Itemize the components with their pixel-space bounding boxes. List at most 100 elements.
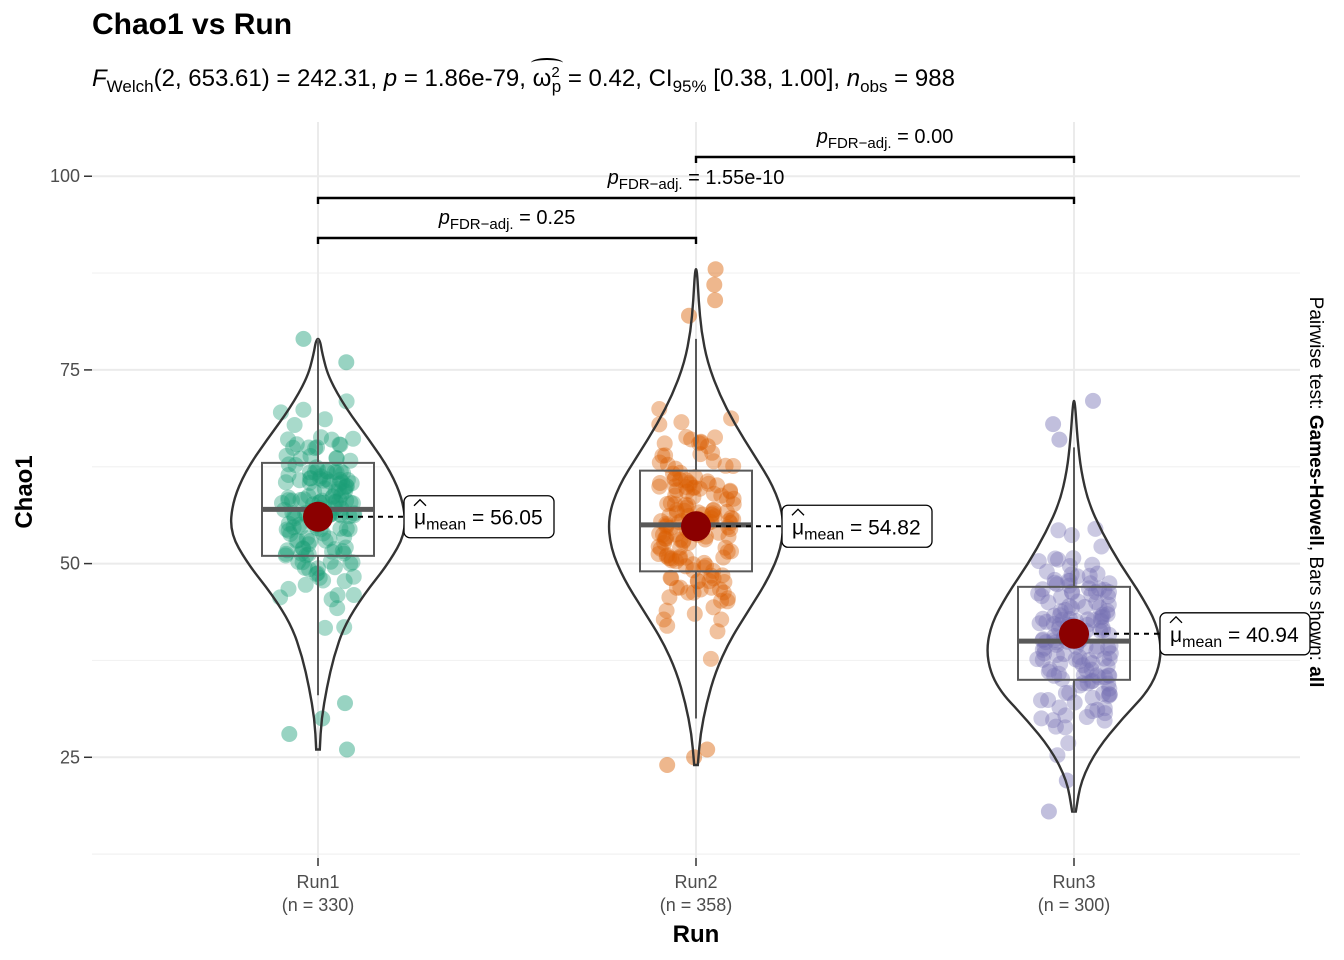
- mean-label-box: [1159, 612, 1311, 656]
- data-point: [1088, 642, 1105, 659]
- data-point: [1074, 657, 1091, 674]
- data-point: [341, 521, 358, 538]
- data-point: [1102, 645, 1119, 662]
- data-point: [289, 532, 306, 549]
- data-point: [285, 439, 302, 456]
- mean-hat-icon: [791, 508, 805, 516]
- data-point: [1097, 705, 1113, 722]
- mean-subscript: mean: [804, 526, 844, 543]
- mean-value: = 56.05: [466, 507, 542, 530]
- omega-subscript: p: [551, 77, 562, 96]
- mean-hat-icon: [1169, 615, 1183, 624]
- data-point: [672, 539, 689, 556]
- data-point: [1038, 613, 1055, 630]
- data-point: [651, 478, 668, 495]
- data-point: [1051, 431, 1068, 448]
- omega-symbol: ω: [532, 65, 552, 92]
- data-point: [667, 470, 684, 487]
- data-point: [707, 261, 724, 278]
- data-point: [657, 530, 673, 547]
- data-point: [302, 470, 319, 487]
- data-point: [1040, 803, 1057, 820]
- data-point: [337, 479, 354, 496]
- data-point: [1084, 556, 1101, 573]
- p-symbol: p: [607, 167, 619, 189]
- mean-label: μmean = 56.05: [414, 507, 543, 534]
- data-point: [327, 483, 344, 500]
- data-point: [685, 556, 702, 573]
- data-point: [279, 542, 296, 559]
- data-point: [300, 536, 317, 553]
- data-point: [286, 508, 303, 525]
- data-point: [706, 508, 723, 525]
- data-point: [331, 476, 348, 492]
- data-point: [659, 456, 676, 473]
- data-point: [1083, 673, 1100, 690]
- omega-hat: ω2p: [530, 58, 563, 97]
- y-axis-title: Chao1: [11, 455, 38, 528]
- data-point: [680, 584, 697, 601]
- mean-value: = 54.82: [844, 516, 920, 539]
- data-point: [306, 464, 323, 481]
- omega-value: 0.42: [588, 65, 636, 92]
- data-point: [698, 557, 715, 574]
- data-point: [1057, 601, 1074, 618]
- data-point: [685, 562, 702, 579]
- data-point: [1033, 692, 1049, 709]
- data-point: [651, 525, 668, 542]
- data-point: [338, 393, 355, 410]
- data-point: [1096, 700, 1113, 717]
- data-point: [1071, 653, 1088, 670]
- data-point: [686, 605, 703, 622]
- data-point: [1100, 687, 1117, 704]
- data-point: [699, 473, 716, 490]
- data-point: [1053, 589, 1069, 605]
- significance-label: pFDR−adj. = 0.25: [438, 207, 576, 233]
- data-point: [652, 475, 668, 491]
- data-point: [701, 573, 718, 590]
- data-point: [338, 478, 355, 495]
- data-point: [659, 757, 676, 773]
- data-point: [719, 491, 735, 508]
- data-point: [702, 650, 719, 667]
- data-point: [1096, 669, 1113, 686]
- data-point: [1049, 747, 1066, 764]
- y-tick-label: 25: [60, 747, 80, 767]
- data-point: [1060, 735, 1077, 752]
- f-subscript: Welch: [106, 77, 154, 96]
- data-point: [1050, 665, 1067, 682]
- data-point: [685, 488, 702, 505]
- data-point: [1101, 686, 1118, 703]
- data-point: [1078, 709, 1095, 725]
- data-point: [285, 519, 302, 536]
- data-point: [668, 579, 685, 596]
- p-value: = 1.55e-10: [683, 167, 785, 189]
- data-point: [715, 549, 732, 566]
- data-point: [290, 553, 307, 570]
- data-point: [1034, 581, 1051, 598]
- data-point: [345, 430, 362, 447]
- data-point: [323, 591, 340, 608]
- data-point: [668, 526, 685, 543]
- data-point: [1072, 677, 1088, 694]
- data-point: [327, 494, 344, 510]
- data-point: [661, 507, 678, 524]
- mean-label: μmean = 54.82: [792, 516, 921, 543]
- mean-symbol: μ: [414, 507, 426, 530]
- data-point: [1084, 689, 1101, 706]
- data-point: [1052, 603, 1069, 620]
- data-point: [691, 480, 708, 497]
- data-point: [685, 479, 701, 496]
- data-point: [318, 471, 335, 488]
- data-point: [1034, 610, 1051, 627]
- data-point: [326, 541, 343, 558]
- data-point: [1087, 584, 1104, 601]
- data-point: [700, 475, 717, 492]
- mean-point: [681, 511, 711, 542]
- data-point: [280, 489, 297, 506]
- data-point: [678, 429, 695, 445]
- data-point: [716, 574, 733, 590]
- data-point: [712, 581, 728, 598]
- data-point: [1099, 603, 1116, 619]
